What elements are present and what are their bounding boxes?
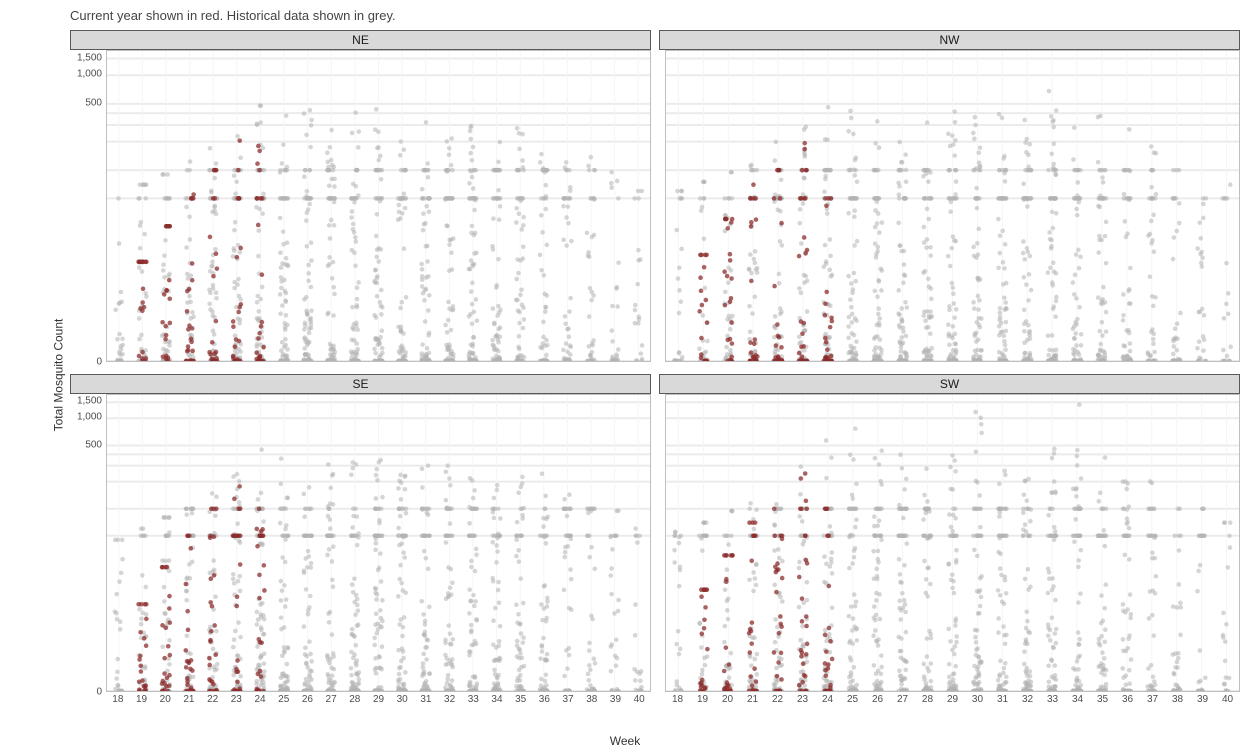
x-axis-label: Week [610, 734, 640, 748]
x-tick-label: 38 [586, 694, 597, 705]
x-tick-label: 18 [672, 694, 683, 705]
y-tick-label: 1,500 [77, 52, 102, 63]
x-axis [106, 362, 651, 366]
x-tick-label: 30 [972, 694, 983, 705]
facet-panel-ne: NE 0 500 1,000 1,500 [70, 30, 651, 366]
x-tick-label: 24 [254, 694, 265, 705]
x-axis: 18 19 20 21 22 23 24 25 26 27 28 29 30 31 32 33 34 35 36 37… [665, 692, 1240, 710]
facet-strip: SW [659, 374, 1240, 394]
x-tick-label: 35 [515, 694, 526, 705]
x-tick-label: 29 [947, 694, 958, 705]
y-tick-label: 500 [85, 98, 102, 109]
y-tick-label: 1,000 [77, 412, 102, 423]
x-tick-label: 34 [1072, 694, 1083, 705]
y-axis: 05001,0001,500 [70, 394, 106, 692]
x-tick-label: 25 [278, 694, 289, 705]
facet-strip: NE [70, 30, 651, 50]
x-tick-label: 35 [1097, 694, 1108, 705]
facet-strip: SE [70, 374, 651, 394]
x-tick-label: 32 [1022, 694, 1033, 705]
x-tick-label: 36 [1122, 694, 1133, 705]
x-tick-label: 25 [847, 694, 858, 705]
x-tick-label: 37 [563, 694, 574, 705]
x-tick-label: 22 [207, 694, 218, 705]
x-tick-label: 27 [326, 694, 337, 705]
x-tick-label: 21 [747, 694, 758, 705]
x-tick-label: 19 [697, 694, 708, 705]
plot-area [106, 50, 651, 362]
x-tick-label: 37 [1147, 694, 1158, 705]
figure-subtitle: Current year shown in red. Historical da… [70, 8, 396, 23]
facet-grid: NE 0 500 1,000 1,500 NW SE 0 500 1,000 1,500 18 19 20… [70, 30, 1240, 710]
x-tick-label: 40 [1222, 694, 1233, 705]
x-tick-label: 33 [1047, 694, 1058, 705]
x-tick-label: 34 [491, 694, 502, 705]
plot-area [665, 50, 1240, 362]
facet-panel-se: SE 0 500 1,000 1,500 18 19 20 21 22 23 24 25 26 27 28 29… [70, 374, 651, 710]
x-tick-label: 19 [136, 694, 147, 705]
x-tick-label: 23 [231, 694, 242, 705]
x-tick-label: 20 [722, 694, 733, 705]
x-axis [665, 362, 1240, 366]
x-tick-label: 36 [539, 694, 550, 705]
x-tick-label: 32 [444, 694, 455, 705]
x-tick-label: 22 [772, 694, 783, 705]
y-axis: 05001,0001,500 [70, 50, 106, 362]
y-tick-label: 1,000 [77, 69, 102, 80]
x-tick-label: 31 [420, 694, 431, 705]
x-tick-label: 39 [610, 694, 621, 705]
x-tick-label: 26 [872, 694, 883, 705]
y-tick-label: 500 [85, 439, 102, 450]
facet-panel-sw: SW 18 19 20 21 22 23 24 25 26 27 28 29 30 31 32 33 34 35 36… [659, 374, 1240, 710]
x-tick-label: 33 [468, 694, 479, 705]
plot-area [106, 394, 651, 692]
x-tick-label: 28 [922, 694, 933, 705]
facet-panel-nw: NW [659, 30, 1240, 366]
x-tick-label: 30 [397, 694, 408, 705]
x-tick-label: 40 [634, 694, 645, 705]
x-tick-label: 23 [797, 694, 808, 705]
mosquito-facet-figure: Current year shown in red. Historical da… [0, 0, 1250, 750]
x-tick-label: 18 [112, 694, 123, 705]
y-tick-label: 1,500 [77, 396, 102, 407]
x-tick-label: 20 [160, 694, 171, 705]
x-tick-label: 24 [822, 694, 833, 705]
x-axis: 18 19 20 21 22 23 24 25 26 27 28 29 30 31 32 33 34 35 36 37… [106, 692, 651, 710]
x-tick-label: 21 [183, 694, 194, 705]
x-tick-label: 29 [373, 694, 384, 705]
plot-area [665, 394, 1240, 692]
x-tick-label: 38 [1172, 694, 1183, 705]
x-tick-label: 39 [1197, 694, 1208, 705]
facet-strip: NW [659, 30, 1240, 50]
y-tick-label: 0 [96, 357, 102, 368]
x-tick-label: 27 [897, 694, 908, 705]
y-axis-label: Total Mosquito Count [51, 319, 65, 432]
x-tick-label: 31 [997, 694, 1008, 705]
x-tick-label: 28 [349, 694, 360, 705]
x-tick-label: 26 [302, 694, 313, 705]
y-tick-label: 0 [96, 687, 102, 698]
